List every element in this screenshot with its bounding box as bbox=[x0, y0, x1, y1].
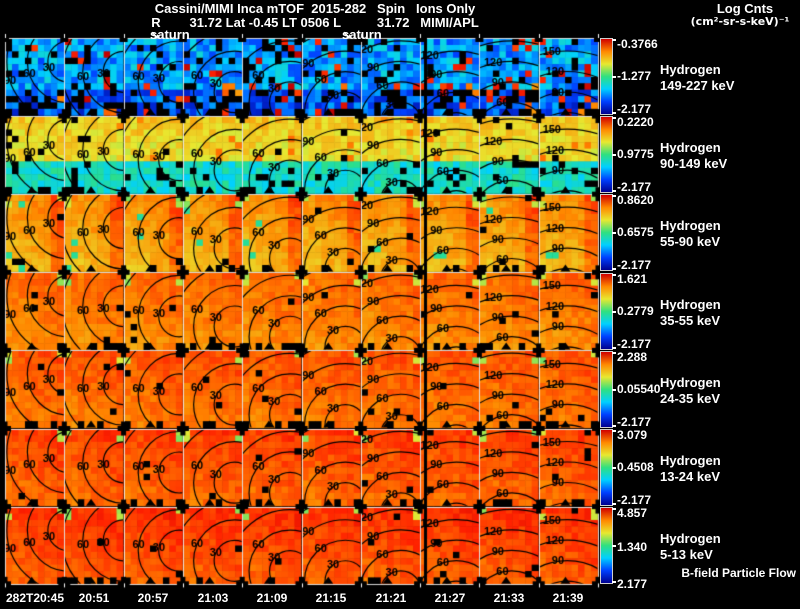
cbar-min-label: 2.177 bbox=[617, 577, 648, 591]
cbar-mid-label: 0.2779 bbox=[617, 304, 654, 318]
row-species-label: Hydrogen bbox=[660, 531, 721, 546]
saturn-arrow-icon: ↘ bbox=[150, 29, 160, 42]
time-tick-label: 21:15 bbox=[315, 591, 347, 605]
row-colorbar bbox=[600, 351, 616, 428]
row-species-label: Hydrogen bbox=[660, 375, 721, 390]
row-colorbar bbox=[600, 273, 616, 350]
row-energy-label: 35-55 keV bbox=[660, 313, 720, 328]
cbar-mid-label: 0.4508 bbox=[617, 460, 654, 474]
colorbar-units-formula: (cm²-sr-s-keV)⁻¹ bbox=[690, 15, 790, 28]
saturn-marker-right: saturn ↘ bbox=[342, 27, 382, 42]
row-colorbar bbox=[600, 194, 616, 271]
colorbar-units-title: Log Cnts bbox=[716, 1, 774, 16]
time-tick-label: 20:57 bbox=[137, 591, 169, 605]
cbar-min-label: -2.177 bbox=[617, 258, 652, 272]
time-tick-label: 21:09 bbox=[256, 591, 288, 605]
cbar-max-label: 0.2220 bbox=[617, 115, 654, 129]
cbar-max-label: 0.8620 bbox=[617, 193, 654, 207]
cbar-mid-label: -1.277 bbox=[617, 69, 652, 83]
row-species-label: Hydrogen bbox=[660, 453, 721, 468]
cbar-min-label: -2.177 bbox=[617, 180, 652, 194]
row-colorbar bbox=[600, 429, 616, 506]
cbar-max-label: -0.3766 bbox=[617, 37, 658, 51]
time-tick-label: 21:39 bbox=[552, 591, 584, 605]
row-species-label: Hydrogen bbox=[660, 218, 721, 233]
time-tick-label: 20:51 bbox=[78, 591, 110, 605]
row-colorbar bbox=[600, 116, 616, 193]
row-energy-label: 13-24 keV bbox=[660, 469, 720, 484]
cbar-min-label: -2.177 bbox=[617, 102, 652, 116]
row-colorbar bbox=[600, 38, 616, 115]
cbar-mid-label: 0.9775 bbox=[617, 147, 654, 161]
bfield-particle-flow-label: B-field Particle Flow bbox=[681, 566, 796, 580]
cbar-min-label: -2.177 bbox=[617, 337, 652, 351]
row-colorbar bbox=[600, 507, 616, 584]
saturn-marker-left: saturn ↘ bbox=[150, 27, 190, 42]
row-energy-label: 24-35 keV bbox=[660, 391, 720, 406]
row-energy-label: 55-90 keV bbox=[660, 234, 720, 249]
cbar-max-label: 1.621 bbox=[617, 272, 648, 286]
time-tick-label: 21:27 bbox=[434, 591, 466, 605]
row-species-label: Hydrogen bbox=[660, 62, 721, 77]
row-species-label: Hydrogen bbox=[660, 297, 721, 312]
cbar-max-label: 4.857 bbox=[617, 506, 648, 520]
row-energy-label: 90-149 keV bbox=[660, 156, 728, 171]
cbar-min-label: -2.177 bbox=[617, 493, 652, 507]
cbar-mid-label: 0.05540 bbox=[617, 382, 661, 396]
page-title: Cassini/MIMI Inca mTOF 2015-282 Spin Ion… bbox=[154, 1, 476, 16]
cbar-max-label: 3.079 bbox=[617, 428, 648, 442]
time-tick-label: 282T20:45 bbox=[5, 591, 65, 605]
time-tick-label: 21:03 bbox=[197, 591, 229, 605]
row-energy-label: 149-227 keV bbox=[660, 78, 735, 93]
row-energy-label: 5-13 keV bbox=[660, 547, 713, 562]
time-tick-label: 21:21 bbox=[375, 591, 407, 605]
time-tick-label: 21:33 bbox=[493, 591, 525, 605]
saturn-arrow-icon: ↘ bbox=[342, 29, 352, 42]
cbar-mid-label: 1.340 bbox=[617, 540, 648, 554]
cbar-max-label: 2.288 bbox=[617, 350, 648, 364]
spacecraft-position-line: R 31.72 Lat -0.45 LT 0506 L 31.72 MIMI/A… bbox=[151, 15, 479, 30]
cbar-mid-label: 0.6575 bbox=[617, 225, 654, 239]
row-species-label: Hydrogen bbox=[660, 140, 721, 155]
cbar-min-label: -2.177 bbox=[617, 415, 652, 429]
